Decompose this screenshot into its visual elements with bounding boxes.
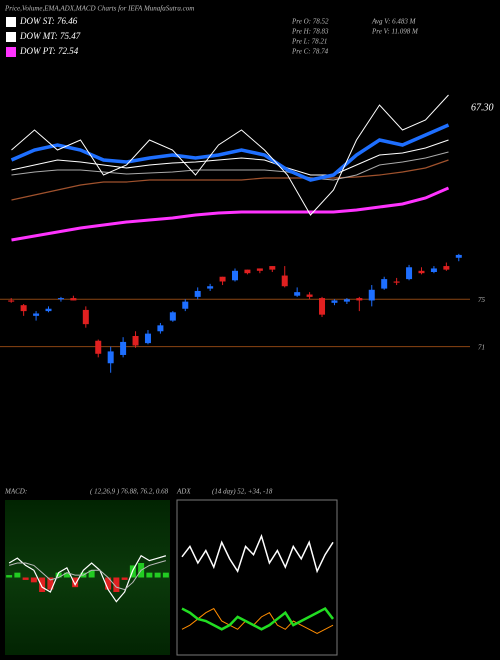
histogram-bar: [55, 572, 62, 578]
chart-title: MACD:: [4, 488, 27, 496]
info-text: Pre L: 78.21: [291, 38, 327, 46]
candle-body: [269, 266, 276, 270]
candle-body: [219, 276, 226, 282]
legend-label: DOW ST: 76.46: [19, 16, 78, 26]
info-text: Pre C: 78.74: [291, 48, 329, 56]
candle-body: [368, 289, 375, 301]
legend-swatch: [6, 32, 16, 42]
candle-body: [207, 286, 214, 289]
series-line: [11, 186, 450, 242]
histogram-bar: [154, 572, 161, 578]
series-line: [11, 151, 449, 181]
candle-body: [455, 254, 462, 258]
series-line: [8, 560, 167, 591]
candle-body: [356, 298, 363, 301]
page-title: Price,Volume,EMA,ADX,MACD Charts for IEF…: [4, 5, 194, 13]
histogram-bar: [162, 572, 169, 578]
candle-body: [281, 275, 288, 287]
series-line: [11, 139, 449, 176]
series-line: [8, 554, 167, 603]
info-text: Pre H: 78.83: [291, 28, 329, 36]
y-tick-label: 71: [478, 343, 485, 351]
candle-body: [331, 300, 338, 303]
series-line: [11, 94, 449, 216]
histogram-bar: [146, 572, 153, 578]
legend-label: DOW PT: 72.54: [19, 46, 79, 56]
candle-body: [132, 336, 139, 346]
info-text: Pre V: 11.098 M: [371, 28, 419, 36]
histogram-bar: [121, 577, 128, 580]
candle-body: [244, 269, 251, 274]
series-line: [181, 533, 334, 574]
candle-body: [406, 267, 413, 280]
candle-body: [33, 313, 40, 316]
candle-body: [319, 298, 326, 315]
annotation: 67.30: [471, 102, 494, 113]
candle-body: [70, 298, 77, 301]
candle-body: [20, 305, 27, 312]
candle-body: [294, 292, 301, 296]
candle-body: [144, 333, 151, 344]
candle-body: [157, 325, 164, 332]
candle-body: [8, 300, 15, 302]
histogram-bar: [88, 570, 95, 578]
candle-body: [430, 268, 437, 272]
series-line: [11, 159, 449, 201]
candle-body: [256, 268, 263, 271]
chart-subtitle: ( 12,26,9 ) 76.88, 76.2, 0.68: [90, 488, 169, 496]
series-line: [181, 607, 334, 634]
histogram-bar: [105, 577, 112, 590]
histogram-bar: [47, 577, 54, 590]
candle-body: [306, 294, 313, 297]
series-line: [10, 123, 450, 182]
candle-body: [194, 290, 201, 297]
legend-label: DOW MT: 75.47: [19, 31, 81, 41]
histogram-bar: [39, 577, 46, 592]
candle-body: [443, 266, 450, 270]
candle-body: [182, 301, 189, 309]
histogram-bar: [22, 577, 29, 580]
histogram-bar: [30, 577, 37, 583]
series-line: [181, 606, 335, 631]
histogram-bar: [113, 577, 120, 592]
candle-body: [232, 270, 238, 281]
histogram-bar: [14, 572, 21, 578]
chart-title: ADX: [176, 488, 191, 496]
legend-swatch: [6, 17, 16, 27]
legend-swatch: [6, 47, 16, 57]
candle-body: [418, 270, 425, 274]
candle-body: [393, 281, 400, 283]
candle-body: [120, 341, 127, 355]
candle-body: [45, 308, 52, 312]
candle-body: [57, 298, 64, 300]
chart-subtitle: (14 day) 52, +34, -18: [212, 488, 273, 496]
adx-panel: [176, 499, 338, 656]
info-text: Pre O: 78.52: [291, 18, 329, 26]
candle-body: [381, 279, 388, 289]
candle-body: [107, 351, 114, 364]
candle-body: [82, 309, 89, 325]
candle-body: [95, 340, 102, 354]
info-text: Avg V: 6.483 M: [371, 18, 417, 26]
histogram-bar: [72, 577, 79, 588]
macd-panel: [5, 500, 170, 655]
histogram-bar: [63, 572, 70, 578]
candle-body: [343, 299, 350, 302]
candle-body: [169, 312, 176, 321]
y-tick-label: 75: [478, 296, 486, 304]
histogram-bar: [6, 575, 13, 578]
